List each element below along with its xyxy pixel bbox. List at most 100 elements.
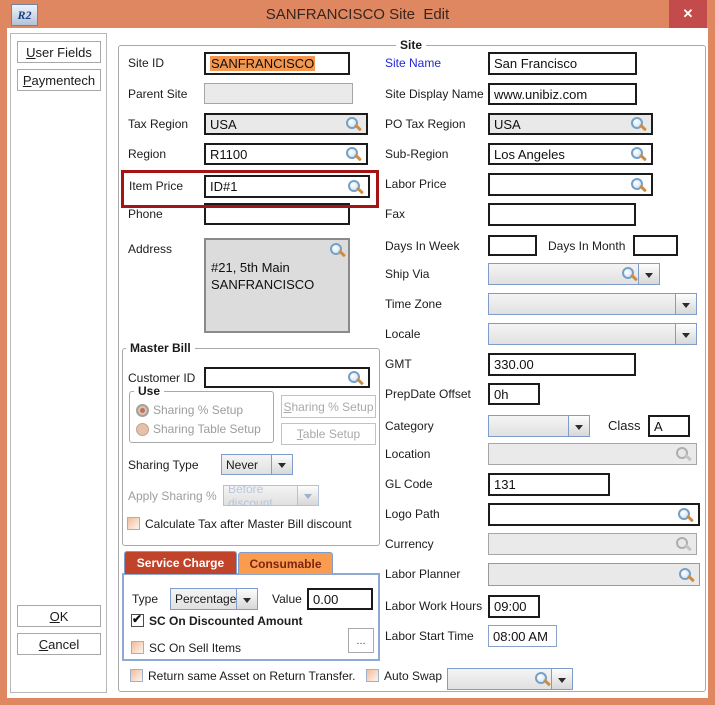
sc-sell-items-label: SC On Sell Items <box>149 641 242 655</box>
category-combo[interactable] <box>488 415 590 437</box>
logo-path-label: Logo Path <box>385 507 440 521</box>
customer-id-lookup-icon[interactable] <box>347 370 364 386</box>
labor-start-time-value: 08:00 AM <box>493 628 548 644</box>
locale-label: Locale <box>385 327 421 341</box>
user-fields-button[interactable]: User Fields <box>17 41 101 63</box>
gl-code-input[interactable]: 131 <box>488 473 610 496</box>
po-tax-region-lookup-icon[interactable] <box>630 116 647 132</box>
sc-more-button[interactable]: ... <box>348 628 374 653</box>
locale-dropdown-icon <box>675 324 696 344</box>
region-label: Region <box>128 147 167 161</box>
tax-region-input[interactable]: USA <box>204 113 368 135</box>
sc-value-label: Value <box>272 592 302 606</box>
ship-via-value <box>489 264 621 284</box>
currency-label: Currency <box>385 537 434 551</box>
sub-region-label: Sub-Region <box>385 147 449 161</box>
cancel-button[interactable]: Cancel <box>17 633 101 655</box>
auto-swap-combo[interactable] <box>447 668 573 690</box>
app-logo-icon: R2 <box>11 4 38 26</box>
category-label: Category <box>385 419 434 433</box>
location-lookup-icon <box>675 446 692 462</box>
prepdate-offset-label: PrepDate Offset <box>385 387 471 401</box>
fax-input[interactable] <box>488 203 636 226</box>
region-input[interactable]: R1100 <box>204 143 368 165</box>
sc-discounted-label: SC On Discounted Amount <box>149 614 303 628</box>
prepdate-offset-input[interactable]: 0h <box>488 383 540 405</box>
labor-planner-lookup-icon[interactable] <box>678 567 695 583</box>
locale-combo[interactable] <box>488 323 697 345</box>
sharing-type-combo[interactable]: Never <box>221 454 293 475</box>
tab-service-charge-label: Service Charge <box>136 556 225 570</box>
location-input <box>488 443 697 465</box>
logo-path-lookup-icon[interactable] <box>677 507 694 523</box>
days-in-month-input[interactable] <box>633 235 678 256</box>
days-in-week-input[interactable] <box>488 235 537 256</box>
category-value <box>489 416 568 436</box>
class-input[interactable]: A <box>648 415 690 437</box>
return-asset-checkbox[interactable] <box>130 669 143 682</box>
cancel-label: Cancel <box>38 636 80 652</box>
tax-region-lookup-icon[interactable] <box>345 116 362 132</box>
phone-label: Phone <box>128 207 163 221</box>
sub-region-input[interactable]: Los Angeles <box>488 143 653 165</box>
labor-price-label: Labor Price <box>385 177 447 191</box>
locale-value <box>489 324 675 344</box>
ok-button[interactable]: OK <box>17 605 101 627</box>
close-icon: ✕ <box>682 6 694 21</box>
apply-sharing-value: Before discount <box>228 486 273 505</box>
phone-input[interactable] <box>204 203 350 225</box>
site-group-label: Site <box>396 38 427 52</box>
customer-id-input[interactable] <box>204 367 370 388</box>
sharing-table-radio-label: Sharing Table Setup <box>153 422 261 436</box>
region-lookup-icon[interactable] <box>345 146 362 162</box>
site-name-input[interactable]: San Francisco <box>488 52 637 75</box>
currency-input <box>488 533 697 555</box>
site-id-input[interactable]: SANFRANCISCO <box>204 52 350 75</box>
site-id-value: SANFRANCISCO <box>210 56 316 71</box>
sub-region-lookup-icon[interactable] <box>630 146 647 162</box>
use-groupbox <box>129 391 274 443</box>
labor-price-input[interactable] <box>488 173 653 196</box>
address-textarea[interactable]: #21, 5th Main SANFRANCISCO <box>204 238 350 333</box>
paymentech-button[interactable]: Paymentech <box>17 69 101 91</box>
labor-work-hours-value: 09:00 <box>494 599 527 614</box>
calc-tax-checkbox[interactable] <box>127 517 140 530</box>
labor-planner-input[interactable] <box>488 563 700 586</box>
site-name-label: Site Name <box>385 56 442 70</box>
sharing-table-radio <box>136 423 149 436</box>
item-price-lookup-icon[interactable] <box>347 179 364 195</box>
tab-service-charge[interactable]: Service Charge <box>124 551 237 574</box>
address-lookup-icon[interactable] <box>329 242 346 258</box>
parent-site-label: Parent Site <box>128 87 188 101</box>
labor-price-lookup-icon[interactable] <box>630 177 647 193</box>
po-tax-region-input[interactable]: USA <box>488 113 653 135</box>
region-value: R1100 <box>210 146 248 162</box>
address-value: #21, 5th Main SANFRANCISCO <box>211 260 315 292</box>
time-zone-combo[interactable] <box>488 293 697 315</box>
item-price-input[interactable]: ID#1 <box>204 175 370 198</box>
sc-type-value: Percentage <box>175 592 236 606</box>
logo-path-input[interactable] <box>488 503 700 526</box>
ship-via-lookup-icon[interactable] <box>621 266 638 282</box>
sharing-type-dropdown-icon <box>271 455 292 474</box>
class-label: Class <box>608 418 641 433</box>
ship-via-combo[interactable] <box>488 263 660 285</box>
labor-work-hours-input[interactable]: 09:00 <box>488 595 540 618</box>
sharing-type-value: Never <box>226 457 259 472</box>
title-bar[interactable]: R2 SANFRANCISCO Site Edit ✕ <box>0 0 715 28</box>
sc-type-combo[interactable]: Percentage <box>170 588 258 610</box>
category-dropdown-icon <box>568 416 589 436</box>
sc-value-input[interactable]: 0.00 <box>307 588 373 610</box>
tab-consumable[interactable]: Consumable <box>238 552 333 574</box>
auto-swap-checkbox[interactable] <box>366 669 379 682</box>
sc-sell-items-checkbox[interactable] <box>131 641 144 654</box>
parent-site-input <box>204 83 353 104</box>
close-button[interactable]: ✕ <box>669 0 707 28</box>
gmt-input[interactable]: 330.00 <box>488 353 636 376</box>
auto-swap-lookup-icon[interactable] <box>534 671 551 687</box>
sidebar-panel <box>10 33 107 693</box>
labor-start-time-input[interactable]: 08:00 AM <box>488 625 557 647</box>
sc-discounted-checkbox[interactable] <box>131 612 144 627</box>
site-display-name-input[interactable]: www.unibiz.com <box>488 83 637 105</box>
